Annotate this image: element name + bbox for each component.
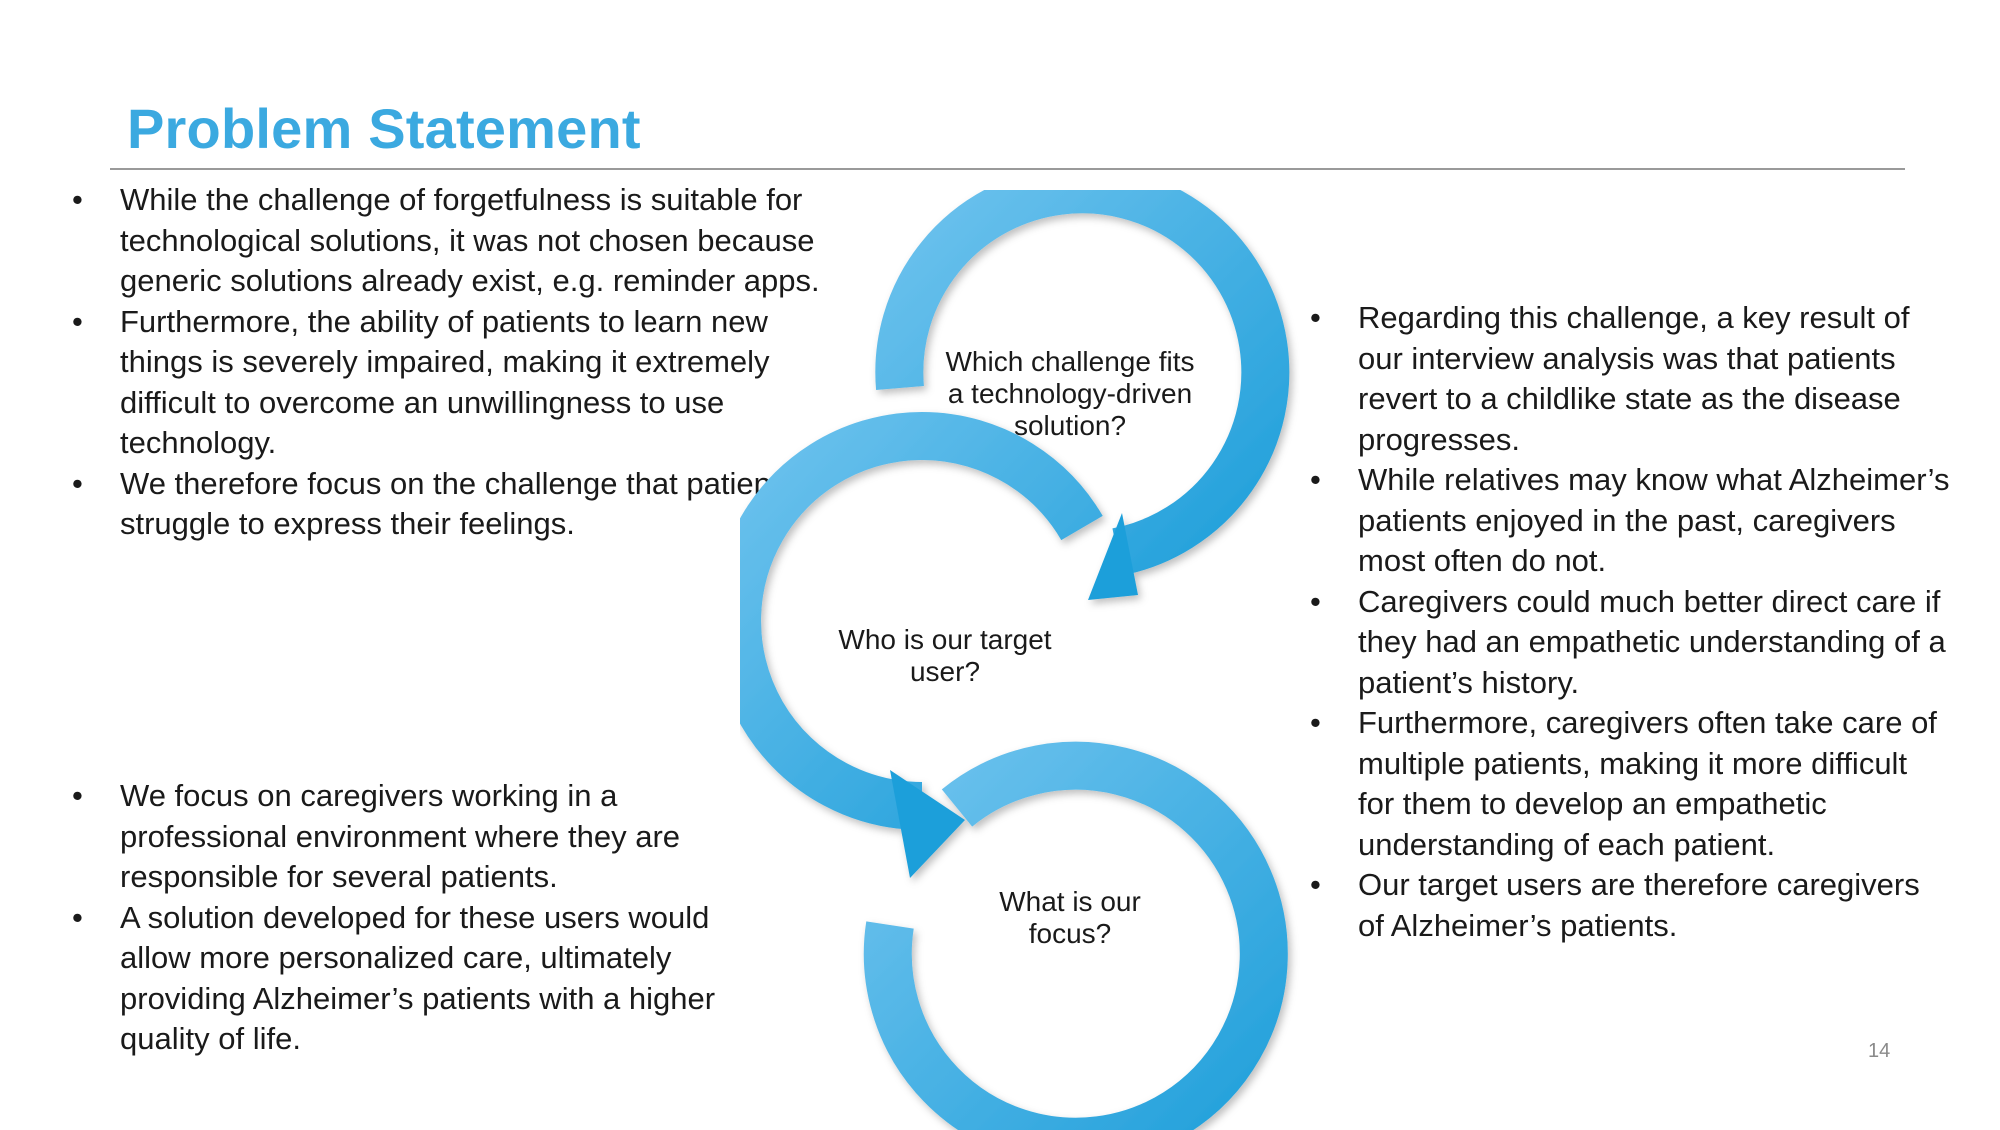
bullet-item: Caregivers could much better direct care… [1310,582,1950,704]
page-number: 14 [1868,1040,1891,1062]
cycle-arrow-2 [740,412,1103,830]
bullet-item: While the challenge of forgetfulness is … [72,180,822,302]
bullet-item: A solution developed for these users wou… [72,898,772,1060]
circular-arrow-diagram [740,190,1290,1130]
cycle-arrow-3 [863,741,1288,1130]
cycle-arrow-1 [875,190,1290,576]
right-bullet-list: Regarding this challenge, a key result o… [1310,298,1950,946]
cycle-arrow-1-head [1088,513,1138,600]
left-bottom-bullet-list: We focus on caregivers working in a prof… [72,776,772,1060]
bullet-item: Regarding this challenge, a key result o… [1310,298,1950,460]
bullet-item: While relatives may know what Alzheimer’… [1310,460,1950,582]
bullet-item: We therefore focus on the challenge that… [72,464,822,545]
cycle-arrow-2-head [890,770,965,878]
diagram-node-focus: What is our focus? [999,886,1141,949]
diagram-node-challenge: Which challenge fits a technology-driven… [945,346,1195,441]
left-top-bullet-list: While the challenge of forgetfulness is … [72,180,822,545]
title-divider [110,168,1905,170]
slide-title: Problem Statement [127,97,641,160]
bullet-item: Furthermore, caregivers often take care … [1310,703,1950,865]
bullet-item: Our target users are therefore caregiver… [1310,865,1950,946]
bullet-item: We focus on caregivers working in a prof… [72,776,772,898]
bullet-item: Furthermore, the ability of patients to … [72,302,822,464]
diagram-node-target-user: Who is our target user? [838,624,1052,687]
